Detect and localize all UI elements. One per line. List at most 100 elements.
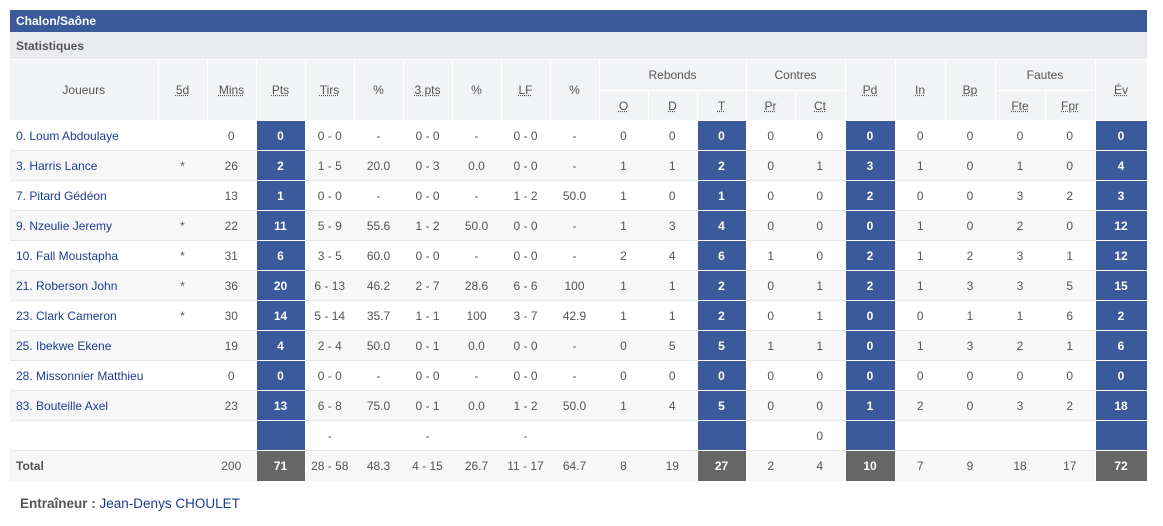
player-pct-3pts: 50.0 bbox=[452, 210, 501, 241]
player-name-link[interactable]: 25. Ibekwe Ekene bbox=[16, 338, 112, 353]
player-pct-lf: - bbox=[550, 360, 599, 391]
player-tirs: 0 - 0 bbox=[305, 120, 354, 151]
player-fautes-fpr: 1 bbox=[1045, 240, 1096, 271]
player-bp: 3 bbox=[945, 330, 996, 361]
player-pd: 2 bbox=[844, 270, 896, 301]
team-title: Chalon/Saône bbox=[10, 10, 1147, 32]
header-in[interactable]: In bbox=[895, 60, 946, 121]
player-pct-tirs: - bbox=[354, 120, 403, 151]
team-row: - - - 0 bbox=[10, 420, 1148, 451]
player-reb-t: 6 bbox=[696, 240, 747, 271]
stats-table: Joueurs 5d Mins Pts Tirs % 3 pts % LF % … bbox=[10, 60, 1148, 481]
player-ev: 0 bbox=[1094, 360, 1148, 391]
header-lf[interactable]: LF bbox=[501, 60, 551, 121]
total-fautes-fte: 18 bbox=[995, 450, 1046, 481]
header-reb-t[interactable]: T bbox=[697, 90, 747, 121]
player-name-link[interactable]: 0. Loum Abdoulaye bbox=[16, 128, 119, 143]
header-contres-pr[interactable]: Pr bbox=[746, 90, 796, 121]
coach-label: Entraîneur : bbox=[20, 496, 96, 511]
player-in: 0 bbox=[895, 300, 946, 331]
player-3pts: 0 - 0 bbox=[403, 360, 452, 391]
total-pct-lf: 64.7 bbox=[550, 450, 599, 481]
header-pts[interactable]: Pts bbox=[256, 60, 306, 121]
player-pts: 13 bbox=[255, 390, 306, 421]
header-fautes: Fautes bbox=[995, 60, 1096, 91]
player-reb-t: 1 bbox=[696, 180, 747, 211]
player-fautes-fte: 3 bbox=[995, 390, 1046, 421]
coach-name-link[interactable]: Jean-Denys CHOULET bbox=[99, 496, 240, 511]
player-tirs: 5 - 14 bbox=[305, 300, 354, 331]
player-mins: 13 bbox=[207, 180, 256, 211]
team-stats-panel: Chalon/Saône Statistiques Joueurs 5d Min… bbox=[10, 10, 1148, 481]
player-fautes-fpr: 0 bbox=[1045, 210, 1096, 241]
header-fautes-fpr[interactable]: Fpr bbox=[1045, 90, 1096, 121]
player-pct-3pts: - bbox=[452, 240, 501, 271]
total-mins: 200 bbox=[207, 450, 256, 481]
header-mins[interactable]: Mins bbox=[207, 60, 257, 121]
header-3pts[interactable]: 3 pts bbox=[403, 60, 453, 121]
header-fautes-fte[interactable]: Fte bbox=[995, 90, 1046, 121]
player-contres-ct: 0 bbox=[795, 240, 846, 271]
team-pts-cell bbox=[255, 420, 306, 451]
total-ev: 72 bbox=[1094, 450, 1148, 481]
player-reb-o: 0 bbox=[599, 330, 648, 361]
player-fautes-fpr: 0 bbox=[1045, 120, 1096, 151]
player-5d: * bbox=[158, 240, 207, 271]
header-reb-d[interactable]: D bbox=[648, 90, 698, 121]
player-in: 2 bbox=[895, 390, 946, 421]
player-row: 23. Clark Cameron * 30 14 5 - 14 35.7 1 - 1 100… bbox=[10, 300, 1148, 331]
total-reb-t: 27 bbox=[696, 450, 747, 481]
player-reb-d: 0 bbox=[648, 180, 697, 211]
player-pct-tirs: 20.0 bbox=[354, 150, 403, 181]
player-name-link[interactable]: 21. Roberson John bbox=[16, 278, 118, 293]
header-ev[interactable]: Év bbox=[1095, 60, 1148, 121]
player-name-link[interactable]: 83. Bouteille Axel bbox=[16, 398, 109, 413]
header-tirs[interactable]: Tirs bbox=[305, 60, 355, 121]
player-pct-lf: - bbox=[550, 210, 599, 241]
player-pts: 20 bbox=[255, 270, 306, 301]
player-ev: 6 bbox=[1094, 330, 1148, 361]
player-name-link[interactable]: 3. Harris Lance bbox=[16, 158, 98, 173]
header-5d[interactable]: 5d bbox=[158, 60, 208, 121]
player-pct-3pts: - bbox=[452, 360, 501, 391]
player-bp: 1 bbox=[945, 300, 996, 331]
player-tirs: 1 - 5 bbox=[305, 150, 354, 181]
player-contres-ct: 1 bbox=[795, 150, 846, 181]
player-name-link[interactable]: 28. Missonnier Matthieu bbox=[16, 368, 144, 383]
player-bp: 0 bbox=[945, 210, 996, 241]
player-name-link[interactable]: 10. Fall Moustapha bbox=[16, 248, 119, 263]
player-in: 1 bbox=[895, 210, 946, 241]
player-in: 0 bbox=[895, 120, 946, 151]
player-reb-o: 1 bbox=[599, 300, 648, 331]
header-pct-3pts: % bbox=[452, 60, 502, 121]
player-name-link[interactable]: 7. Pitard Gédéon bbox=[16, 188, 107, 203]
player-row: 83. Bouteille Axel 23 13 6 - 8 75.0 0 - 1 0.0 1… bbox=[10, 390, 1148, 421]
player-mins: 0 bbox=[207, 360, 256, 391]
total-bp: 9 bbox=[945, 450, 996, 481]
header-reb-o[interactable]: O bbox=[599, 90, 649, 121]
total-reb-d: 19 bbox=[648, 450, 697, 481]
player-5d bbox=[158, 360, 207, 391]
header-pd[interactable]: Pd bbox=[845, 60, 896, 121]
player-name-link[interactable]: 23. Clark Cameron bbox=[16, 308, 117, 323]
total-fautes-fpr: 17 bbox=[1045, 450, 1096, 481]
player-bp: 0 bbox=[945, 150, 996, 181]
player-reb-t: 2 bbox=[696, 300, 747, 331]
player-reb-d: 1 bbox=[648, 150, 697, 181]
header-pct-lf: % bbox=[550, 60, 600, 121]
player-fautes-fte: 1 bbox=[995, 150, 1046, 181]
player-bp: 0 bbox=[945, 180, 996, 211]
player-name-link[interactable]: 9. Nzeulie Jeremy bbox=[16, 218, 113, 233]
player-ev: 2 bbox=[1094, 300, 1148, 331]
header-bp[interactable]: Bp bbox=[945, 60, 996, 121]
player-contres-ct: 0 bbox=[795, 180, 846, 211]
player-contres-ct: 0 bbox=[795, 210, 846, 241]
header-contres-ct[interactable]: Ct bbox=[795, 90, 846, 121]
player-pts: 1 bbox=[255, 180, 306, 211]
player-mins: 23 bbox=[207, 390, 256, 421]
player-ev: 18 bbox=[1094, 390, 1148, 421]
player-pd: 3 bbox=[844, 150, 896, 181]
player-reb-o: 1 bbox=[599, 270, 648, 301]
team-tirs: - bbox=[305, 420, 354, 451]
player-reb-t: 5 bbox=[696, 390, 747, 421]
